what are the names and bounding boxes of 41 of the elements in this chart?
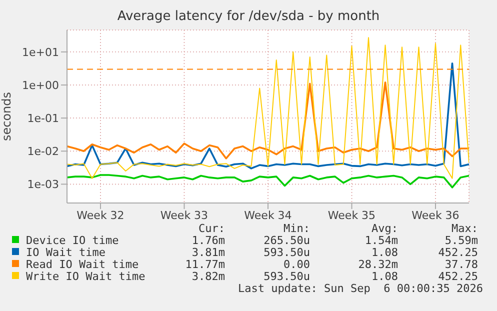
text: 1.08 [372,246,398,259]
text: Avg: [372,222,398,235]
legend-label: IO Wait time [26,246,106,259]
text: 593.50u [264,270,310,283]
y-tick-label: 1e-02 [27,145,59,158]
y-axis-title: seconds [0,92,14,142]
y-tick-label: 1e+00 [22,78,59,92]
y-tick-label: 1e+01 [22,46,59,59]
legend-label: Read IO Wait time [26,258,139,271]
text: Max: [452,222,478,235]
x-tick-label: Week 33 [160,208,208,222]
line-series [67,174,469,188]
text: 452.25 [438,246,478,259]
text: Min: [284,222,310,235]
text: 11.77m [185,258,225,271]
text: 5.59m [444,234,478,247]
text: 593.50u [264,246,310,259]
text: 37.78 [444,258,478,271]
legend-label: Device IO time [26,234,119,247]
text: Last update: Sun Sep 6 00:00:35 2026 [238,282,483,295]
text: 1.54m [364,234,398,247]
text: 1.76m [192,234,225,247]
text: Cur: [198,222,225,235]
x-tick-label: Week 32 [76,208,124,222]
text: 0.00 [284,258,310,271]
line-series [67,62,469,170]
x-tick-label: Week 35 [328,208,376,222]
text: 1.08 [372,270,398,283]
text: 452.25 [438,270,478,283]
y-tick-label: 1e-03 [27,178,59,192]
text: 3.81m [192,246,225,259]
text: 265.50u [264,234,310,247]
legend-label: Write IO Wait time [26,270,146,283]
x-tick-label: Week 34 [244,208,292,222]
x-tick-label: Week 36 [412,208,460,222]
y-tick-label: 1e-01 [27,112,59,125]
line-series [67,81,469,160]
chart-title: Average latency for /dev/sda - by month [116,9,381,24]
line-series [67,37,469,179]
text: 3.82m [192,270,225,283]
text: 28.32m [358,258,398,271]
